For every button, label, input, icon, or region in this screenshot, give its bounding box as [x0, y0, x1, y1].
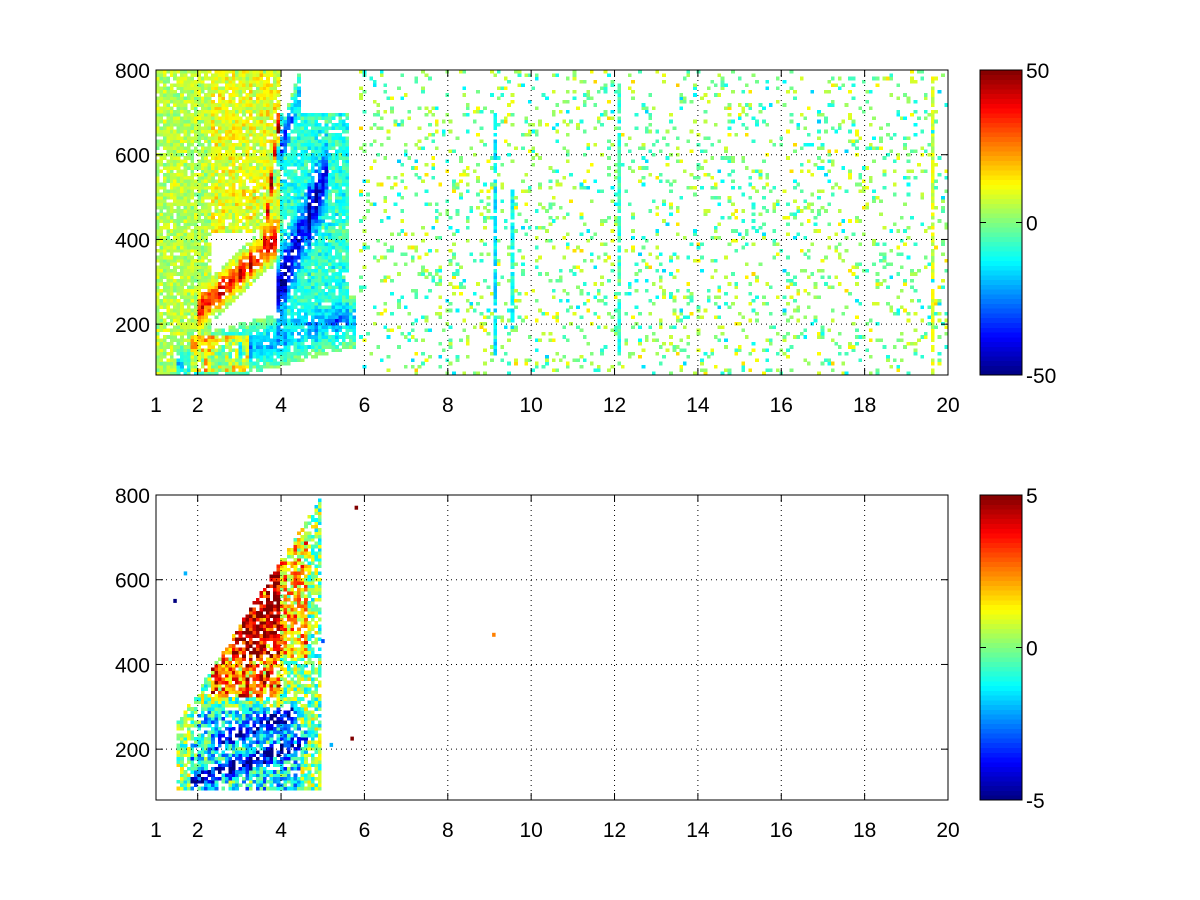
top-grid — [156, 70, 948, 375]
top-heatmap-cells — [156, 70, 949, 376]
bottom-x-tick-label: 16 — [770, 819, 793, 842]
bottom-colorbar: -5 0 5 — [979, 485, 1045, 813]
bottom-x-tick-label: 20 — [936, 819, 959, 842]
top-x-tick-label: 1 — [150, 394, 162, 417]
top-colorbar-tick-label: -50 — [1026, 365, 1056, 388]
bottom-colorbar-tick-label: -5 — [1026, 790, 1045, 813]
bottom-axes-box — [155, 494, 949, 801]
bottom-colorbar-tick-label: 0 — [1026, 638, 1038, 661]
bottom-outlier-point-4 — [492, 632, 496, 637]
top-x-tick-label: 8 — [442, 394, 454, 417]
top-y-tick-label: 400 — [115, 229, 150, 252]
top-x-tick-label: 18 — [853, 394, 876, 417]
bottom-outlier-point-3 — [329, 742, 334, 747]
bottom-x-tick-label: 8 — [442, 819, 454, 842]
bottom-y-tick-label: 800 — [115, 485, 150, 508]
top-colorbar-tick-label: 0 — [1026, 213, 1038, 236]
bottom-tick-marks — [155, 494, 949, 800]
top-x-tick-label: 6 — [359, 394, 371, 417]
top-x-tick-label: 20 — [936, 394, 959, 417]
top-x-tick-label: 10 — [519, 394, 542, 417]
bottom-heatmap-cells — [176, 498, 322, 791]
bottom-x-tick-label: 2 — [192, 819, 204, 842]
top-colorbar: -50 0 50 — [979, 60, 1056, 388]
top-tick-marks — [155, 69, 949, 375]
top-x-tick-label: 4 — [275, 394, 287, 417]
bottom-y-tick-label: 600 — [115, 570, 150, 593]
top-axes-box — [155, 69, 949, 376]
top-y-tick-label: 600 — [115, 145, 150, 168]
bottom-x-tick-label: 10 — [519, 819, 542, 842]
bottom-y-tick-label: 200 — [115, 739, 150, 762]
top-x-tick-label: 2 — [192, 394, 204, 417]
bottom-x-tick-label: 14 — [686, 819, 710, 842]
bottom-outlier-point-6 — [183, 571, 188, 576]
bottom-x-tick-label: 18 — [853, 819, 876, 842]
top-y-tick-label: 800 — [115, 60, 150, 83]
bottom-outlier-point-5 — [354, 505, 359, 510]
bottom-x-tick-label: 6 — [359, 819, 371, 842]
bottom-y-tick-label: 400 — [115, 654, 150, 677]
bottom-outlier-point-0 — [173, 598, 177, 603]
bottom-grid — [156, 495, 948, 800]
top-x-tick-label: 14 — [686, 394, 710, 417]
bottom-x-tick-label: 1 — [150, 819, 162, 842]
bottom-outlier-point-2 — [321, 639, 325, 644]
bottom-colorbar-tick-label: 5 — [1026, 485, 1038, 508]
bottom-outlier-point-1 — [350, 736, 354, 741]
top-y-tick-label: 200 — [115, 314, 150, 337]
top-colorbar-tick-label: 50 — [1026, 60, 1049, 83]
top-x-tick-label: 16 — [770, 394, 793, 417]
bottom-x-tick-label: 12 — [603, 819, 626, 842]
bottom-x-tick-label: 4 — [275, 819, 287, 842]
top-x-tick-label: 12 — [603, 394, 626, 417]
